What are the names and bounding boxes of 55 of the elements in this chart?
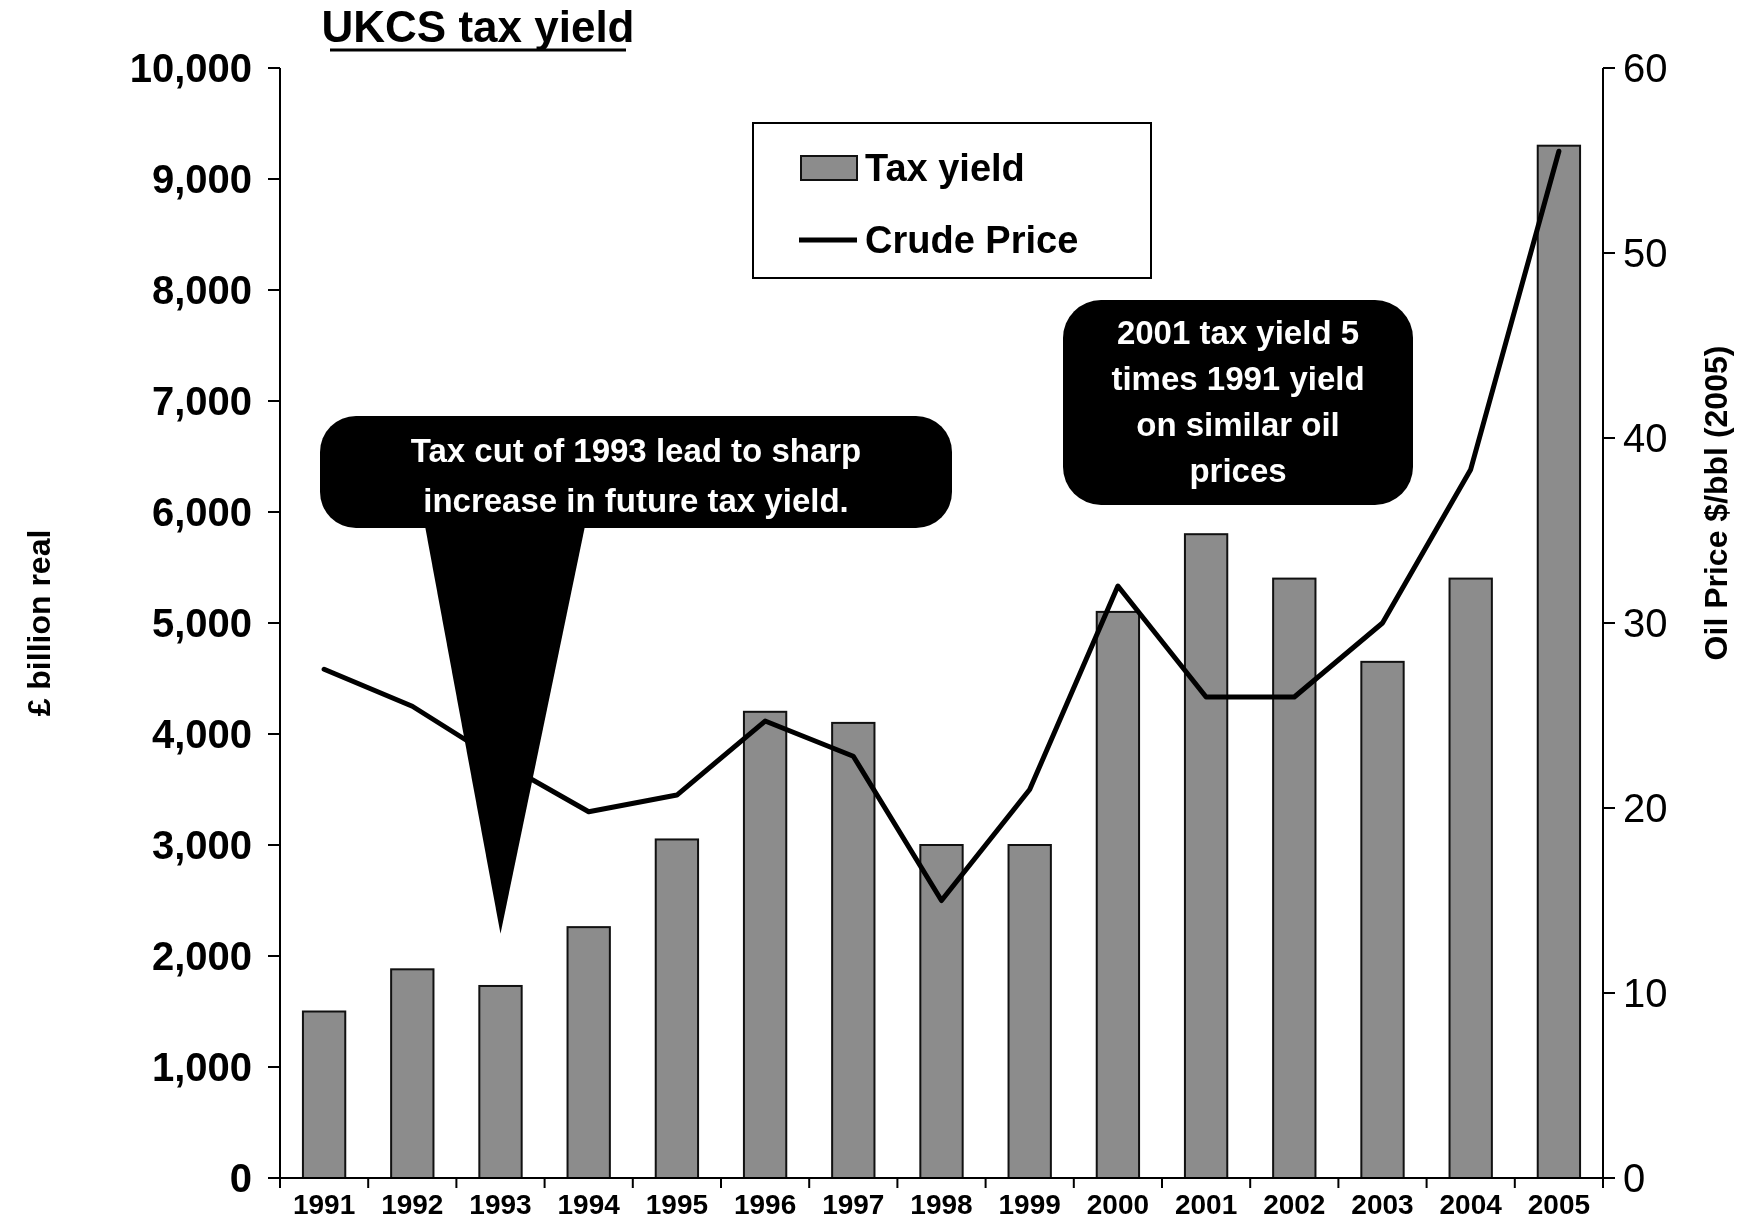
y2-tick-label: 50 [1623, 231, 1668, 275]
annotation: Tax cut of 1993 lead to sharp increase in future tax yield. [410, 432, 862, 519]
x-tick-label: 2004 [1439, 1189, 1503, 1220]
bar [478, 984, 523, 1179]
y-tick-label: 3,000 [151, 823, 252, 867]
bar [566, 926, 611, 1179]
y-tick-label: 4,000 [151, 712, 252, 756]
bar [301, 1010, 347, 1179]
y2-tick-label: 40 [1623, 416, 1668, 460]
x-tick-label: 2002 [1263, 1189, 1326, 1220]
legend-label: Crude Price [865, 219, 1079, 262]
bar [1095, 610, 1141, 1179]
legend-label: Tax yield [865, 147, 1025, 190]
bar [1183, 533, 1229, 1179]
x-tick-label: 2000 [1086, 1189, 1150, 1220]
y-tick-label: 1,000 [151, 1045, 252, 1089]
chart-title: UKCS tax yield [321, 2, 635, 51]
y-tick-label: 10,000 [129, 46, 252, 90]
y-tick-label: 5,000 [151, 601, 252, 645]
x-tick-label: 2005 [1527, 1189, 1591, 1220]
y2-tick-label: 0 [1623, 1156, 1646, 1200]
bar [919, 844, 964, 1179]
x-tick-label: 2003 [1351, 1189, 1414, 1220]
y-tick-label: 8,000 [151, 268, 252, 312]
y2-tick-label: 30 [1623, 601, 1668, 645]
x-tick-label: 2001 [1174, 1189, 1238, 1220]
y-tick-label: 9,000 [151, 157, 252, 201]
y2-axis-title: Oil Price $/bbl (2005) [1698, 345, 1734, 661]
bar [1272, 577, 1317, 1179]
y-tick-label: 2,000 [151, 934, 252, 978]
y-tick-label: 0 [229, 1156, 252, 1200]
bar [831, 721, 876, 1179]
x-tick-label: 1994 [557, 1189, 621, 1220]
x-tick-label: 1993 [469, 1189, 532, 1220]
bar [1536, 144, 1582, 1179]
x-tick-label: 1992 [381, 1189, 444, 1220]
y-tick-label: 6,000 [151, 490, 252, 534]
bar [390, 968, 435, 1179]
bar [1007, 844, 1052, 1179]
x-tick-label: 1998 [910, 1189, 973, 1220]
x-tick-label: 1997 [822, 1189, 885, 1220]
bar [654, 838, 700, 1179]
x-tick-label: 1996 [733, 1189, 797, 1220]
bar [1360, 660, 1405, 1179]
bar [742, 710, 788, 1179]
y-axis-title: £ billion real [21, 529, 57, 717]
annotation: 2001 tax yield 5 times 1991 yield on similar oil prices [1111, 314, 1365, 489]
x-tick-label: 1991 [292, 1189, 356, 1220]
x-tick-label: 1999 [998, 1189, 1061, 1220]
y-tick-label: 7,000 [151, 379, 252, 423]
y2-tick-label: 20 [1623, 786, 1668, 830]
bar [1448, 577, 1493, 1179]
y2-tick-label: 60 [1623, 46, 1668, 90]
y2-tick-label: 10 [1623, 971, 1668, 1015]
x-tick-label: 1995 [645, 1189, 709, 1220]
